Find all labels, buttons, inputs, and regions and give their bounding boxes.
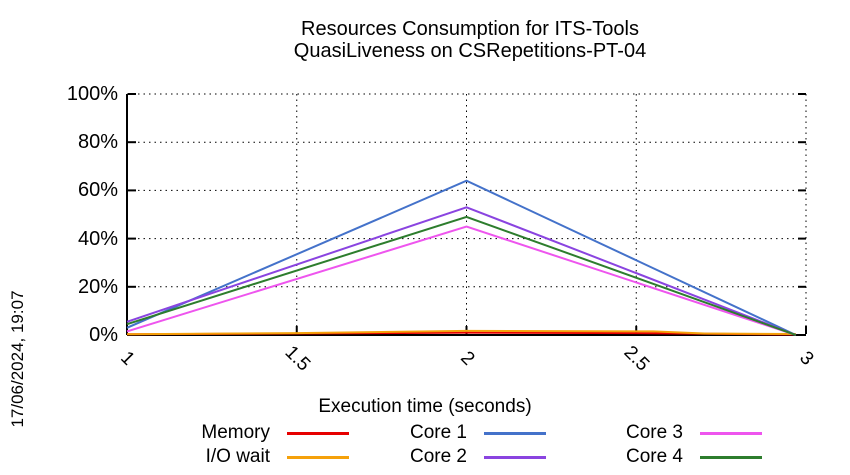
legend: Memory I/O wait Core 1 Core 2 Core 3 Core 4 xyxy=(0,421,850,471)
legend-item-core-2: Core 2 xyxy=(347,445,546,469)
legend-column: Core 1 Core 2 xyxy=(347,421,546,469)
legend-label: Core 4 xyxy=(625,446,683,467)
series-line-core-3 xyxy=(126,225,797,336)
legend-line-sample xyxy=(700,455,762,459)
legend-item-memory: Memory xyxy=(150,421,349,445)
legend-label: Core 1 xyxy=(409,422,467,443)
y-tick-label: 80% xyxy=(77,131,118,154)
series-line-core-4 xyxy=(126,215,797,336)
legend-line-sample xyxy=(484,455,546,459)
legend-line-sample xyxy=(287,455,349,459)
y-tick-label: 20% xyxy=(77,275,118,298)
legend-item-i-o-wait: I/O wait xyxy=(150,445,349,469)
x-axis-title: Execution time (seconds) xyxy=(318,396,532,417)
y-tick-label: 40% xyxy=(77,227,118,250)
series-line-i-o-wait xyxy=(126,329,796,336)
legend-item-core-3: Core 3 xyxy=(563,421,762,445)
series-line-core-1 xyxy=(126,179,797,336)
y-tick-label: 60% xyxy=(77,179,118,202)
legend-line-sample xyxy=(484,431,546,435)
legend-line-sample xyxy=(287,431,349,435)
chart-title: Resources Consumption for ITS-Tools Quas… xyxy=(90,18,850,62)
y-tick-label: 100% xyxy=(66,83,118,105)
y-tick-label: 0% xyxy=(89,324,118,346)
legend-item-core-1: Core 1 xyxy=(347,421,546,445)
legend-item-core-4: Core 4 xyxy=(563,445,762,469)
legend-label: Memory xyxy=(201,422,270,443)
series-line-core-2 xyxy=(126,206,797,336)
legend-label: Core 3 xyxy=(625,422,683,443)
legend-line-sample xyxy=(700,431,762,435)
chart-title-line2: QuasiLiveness on CSRepetitions-PT-04 xyxy=(293,40,647,62)
legend-label: Core 2 xyxy=(409,446,467,467)
legend-label: I/O wait xyxy=(205,446,270,467)
legend-column: Memory I/O wait xyxy=(150,421,349,469)
chart-title-line1: Resources Consumption for ITS-Tools xyxy=(301,18,639,40)
legend-column: Core 3 Core 4 xyxy=(563,421,762,469)
